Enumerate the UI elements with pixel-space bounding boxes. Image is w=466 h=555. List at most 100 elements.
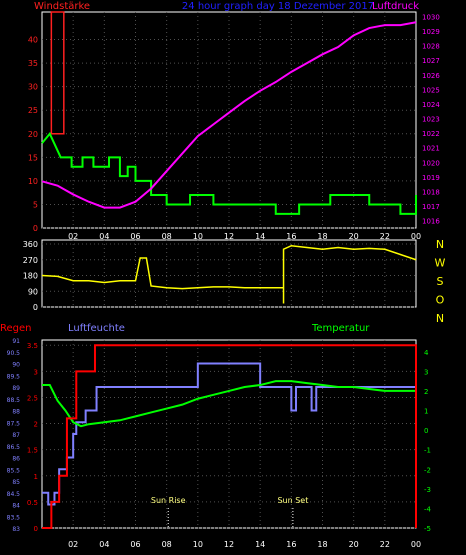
sun-set-label: Sun Set xyxy=(277,496,308,505)
top-right-tick: 1021 xyxy=(422,145,440,153)
dir-left-tick: 360 xyxy=(23,240,38,249)
dir-compass-label: W xyxy=(435,257,446,270)
wind-speed-line xyxy=(41,131,417,215)
wind-label: Windstärke xyxy=(34,1,90,12)
top-left-tick: 10 xyxy=(28,177,38,186)
temp-tick: 4 xyxy=(424,349,429,357)
top-x-tick: 04 xyxy=(99,232,109,241)
humidity-tick: 84.5 xyxy=(7,491,21,498)
top-x-tick: 18 xyxy=(317,232,327,241)
wind-direction-line xyxy=(41,244,417,304)
top-right-tick: 1026 xyxy=(422,72,440,80)
top-right-tick: 1020 xyxy=(422,159,440,167)
top-x-tick: 12 xyxy=(224,232,234,241)
top-right-tick: 1030 xyxy=(422,13,440,21)
top-x-tick: 10 xyxy=(193,232,203,241)
bottom-x-tick: 22 xyxy=(380,540,390,549)
humidity-tick: 86 xyxy=(12,456,20,463)
top-left-tick: 20 xyxy=(28,130,38,139)
top-x-tick: 20 xyxy=(349,232,359,241)
humidity-label: Luftfeuchte xyxy=(68,323,125,334)
temp-tick: 3 xyxy=(424,368,428,376)
top-x-tick: 08 xyxy=(162,232,172,241)
temp-tick: -2 xyxy=(424,466,431,474)
dir-compass-label: N xyxy=(436,312,444,325)
rain-tick: 2 xyxy=(34,421,38,429)
bottom-x-tick: 06 xyxy=(130,540,140,549)
dir-compass-label: S xyxy=(437,275,444,288)
rain-tick: 1 xyxy=(34,473,38,481)
dir-left-tick: 0 xyxy=(33,303,38,312)
top-right-tick: 1019 xyxy=(422,174,440,182)
top-x-tick: 06 xyxy=(130,232,140,241)
dir-left-tick: 90 xyxy=(28,287,38,296)
top-left-tick: 15 xyxy=(28,153,38,162)
temp-tick: 0 xyxy=(424,427,428,435)
humidity-tick: 89.5 xyxy=(7,373,21,380)
top-left-tick: 30 xyxy=(28,83,38,92)
top-x-tick: 16 xyxy=(286,232,296,241)
humidity-tick: 89 xyxy=(12,385,20,392)
top-left-tick: 0 xyxy=(33,224,38,233)
top-left-tick: 35 xyxy=(28,59,38,68)
dir-compass-label: N xyxy=(436,238,444,251)
humidity-tick: 83 xyxy=(12,526,20,533)
humidity-tick: 91 xyxy=(12,338,20,345)
top-x-tick: 02 xyxy=(68,232,78,241)
rain-label: Regen xyxy=(0,323,32,334)
humidity-tick: 88 xyxy=(12,409,20,416)
top-x-tick: 14 xyxy=(255,232,265,241)
pressure-line xyxy=(41,21,417,209)
top-right-tick: 1029 xyxy=(422,28,440,36)
chart-title: 24 hour graph day 18 Dezember 2017 xyxy=(182,1,374,12)
rain-tick: 2.5 xyxy=(27,394,38,402)
top-right-tick: 1023 xyxy=(422,116,440,124)
dir-left-tick: 270 xyxy=(23,256,38,265)
top-left-tick: 5 xyxy=(33,200,38,209)
rain-tick: 0.5 xyxy=(27,499,38,507)
temp-tick: -3 xyxy=(424,486,431,494)
top-right-tick: 1018 xyxy=(422,189,440,197)
rain-tick: 3 xyxy=(34,368,38,376)
humidity-tick: 85 xyxy=(12,479,20,486)
top-right-tick: 1025 xyxy=(422,86,440,94)
humidity-tick: 83.5 xyxy=(7,514,21,521)
humidity-tick: 88.5 xyxy=(7,397,21,404)
rain-tick: 0 xyxy=(34,525,38,533)
humidity-tick: 90 xyxy=(12,362,20,369)
top-left-tick: 40 xyxy=(28,36,38,45)
humidity-tick: 87 xyxy=(12,432,20,439)
temp-tick: -5 xyxy=(424,525,431,533)
temperature-line xyxy=(42,380,416,428)
top-x-tick: 00 xyxy=(411,232,421,241)
bottom-x-tick: 16 xyxy=(286,540,296,549)
top-right-tick: 1027 xyxy=(422,57,440,65)
top-right-tick: 1016 xyxy=(422,218,440,226)
bottom-x-tick: 04 xyxy=(99,540,109,549)
bottom-x-tick: 10 xyxy=(193,540,203,549)
rain-tick: 1.5 xyxy=(27,447,38,455)
temp-tick: 2 xyxy=(424,388,428,396)
humidity-tick: 84 xyxy=(12,503,20,510)
temp-tick: 1 xyxy=(424,408,428,416)
top-right-tick: 1022 xyxy=(422,130,440,138)
humidity-tick: 87.5 xyxy=(7,420,21,427)
rain-tick: 3.5 xyxy=(27,342,38,350)
temp-tick: -4 xyxy=(424,505,432,513)
bottom-x-tick: 18 xyxy=(317,540,327,549)
top-right-tick: 1017 xyxy=(422,203,440,211)
humidity-tick: 85.5 xyxy=(7,467,21,474)
humidity-tick: 90.5 xyxy=(7,350,21,357)
temp-tick: -1 xyxy=(424,447,431,455)
top-x-tick: 22 xyxy=(380,232,390,241)
humidity-tick: 86.5 xyxy=(7,444,21,451)
bottom-x-tick: 14 xyxy=(255,540,265,549)
bottom-x-tick: 02 xyxy=(68,540,78,549)
bottom-x-tick: 12 xyxy=(224,540,234,549)
top-left-tick: 25 xyxy=(28,106,38,115)
pressure-label: Luftdruck xyxy=(372,1,419,12)
dir-left-tick: 180 xyxy=(23,272,38,281)
top-right-tick: 1024 xyxy=(422,101,440,109)
